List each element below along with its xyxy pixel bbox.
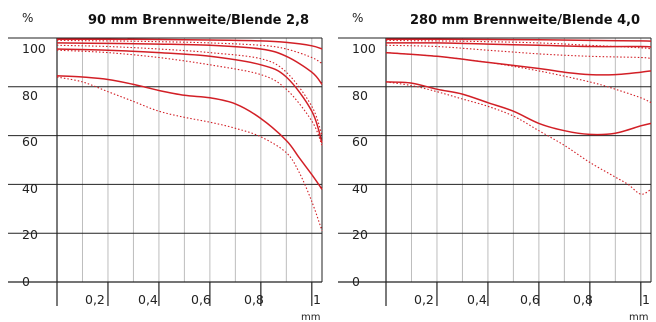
mtf-curve-dotted [56,49,323,146]
mtf-curve-dotted [385,52,652,104]
y-tick-label: 80 [352,88,368,103]
x-tick-label: 1 [642,292,650,307]
x-tick-label: 0,2 [85,292,105,307]
x-tick-label: 0,6 [191,292,211,307]
mtf-curve-solid [385,81,652,136]
chart-90mm: 90 mm Brennweite/Blende 2,8 % 100 80 60 … [22,11,321,322]
mtf-curve-solid [385,51,652,76]
x-tick-label: 0,4 [138,292,158,307]
y-tick-label: 60 [22,134,38,149]
x-tick-label: 0,2 [414,292,434,307]
mtf-curve-solid [385,42,652,48]
x-tick-label: 0,6 [520,292,540,307]
y-unit-label: % [352,11,363,25]
mtf-curve-dotted [56,44,323,136]
mtf-curve-solid [56,42,323,85]
y-tick-label: 40 [352,181,368,196]
mtf-curve-solid [57,38,323,50]
y-unit-label: % [22,11,33,25]
mtf-curve-solid [386,38,652,42]
x-unit-label: mm [301,312,320,322]
chart-title: 90 mm Brennweite/Blende 2,8 [88,13,309,28]
y-tick-label: 20 [352,227,368,242]
mtf-curve-solid [56,48,323,144]
chart-title: 280 mm Brennweite/Blende 4,0 [410,13,640,28]
mtf-curve-dotted [56,76,323,231]
mtf-curve-dotted [385,81,652,195]
x-tick-label: 0,4 [467,292,487,307]
y-tick-label: 20 [22,227,38,242]
y-tick-label: 100 [352,41,376,56]
y-tick-label: 80 [22,88,38,103]
chart-marks-layer [8,37,652,306]
x-tick-label: 0,8 [244,292,264,307]
y-tick-label: 60 [352,134,368,149]
x-tick-label: 0,8 [573,292,593,307]
mtf-curve-solid [56,75,323,190]
x-unit-label: mm [629,312,648,322]
y-tick-label: 40 [22,181,38,196]
x-tick-label: 1 [313,292,321,307]
chart-280mm: 280 mm Brennweite/Blende 4,0 % 100 80 60… [352,11,650,322]
y-tick-label: 100 [22,41,46,56]
